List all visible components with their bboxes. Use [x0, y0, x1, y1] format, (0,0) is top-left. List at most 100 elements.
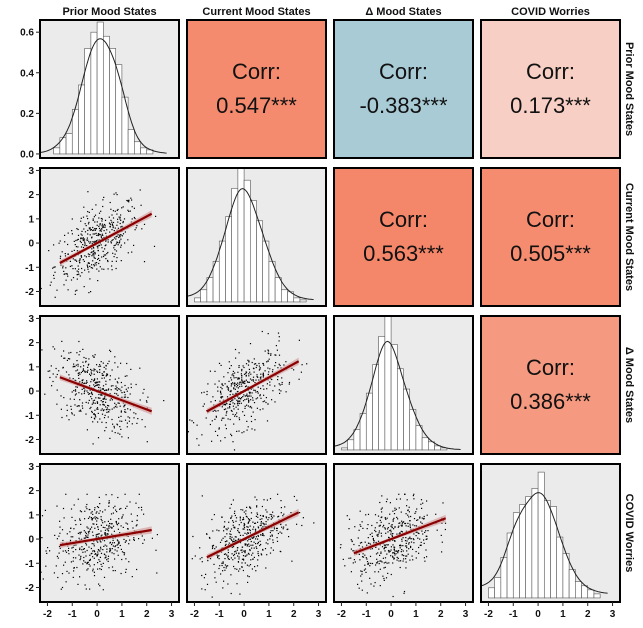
scatter-point: [91, 518, 93, 520]
scatter-point: [120, 390, 122, 392]
scatter-point: [128, 201, 130, 203]
scatter-point: [380, 551, 382, 553]
scatter-point: [128, 561, 130, 563]
scatter-point: [101, 268, 103, 270]
scatter-point: [93, 413, 95, 415]
scatter-point: [376, 562, 378, 564]
scatter-point: [263, 394, 265, 396]
scatter-point: [88, 221, 90, 223]
scatter-point: [245, 515, 247, 517]
scatter-point: [124, 242, 126, 244]
scatter-point: [97, 386, 100, 388]
x-tick-label: -2: [484, 609, 493, 620]
scatter-point: [82, 259, 84, 261]
scatter-point: [216, 529, 218, 531]
scatter-point: [230, 379, 233, 381]
scatter-point: [88, 255, 90, 257]
scatter-point: [109, 399, 111, 401]
scatter-point: [94, 369, 96, 371]
scatter-point: [247, 518, 250, 520]
scatter-point: [128, 420, 130, 422]
scatter-point: [102, 589, 104, 591]
scatter-point: [90, 396, 92, 398]
scatter-point: [250, 399, 252, 401]
scatter-point: [220, 397, 222, 399]
histogram-bar: [299, 299, 307, 303]
scatter-point: [72, 258, 74, 260]
scatter-point: [223, 580, 225, 582]
scatter-point: [102, 362, 104, 364]
scatter-point: [377, 552, 379, 554]
scatter-point: [385, 532, 387, 534]
y-tick-label: 1: [28, 510, 34, 521]
scatter-point: [50, 281, 52, 283]
scatter-point: [81, 546, 83, 548]
scatter-point: [238, 570, 240, 572]
scatter-point: [211, 420, 213, 422]
scatter-point: [85, 413, 87, 415]
scatter-point: [74, 293, 76, 295]
scatter-point: [102, 410, 104, 412]
scatter-point: [52, 346, 54, 348]
scatter-point: [269, 381, 271, 383]
panel-r3-c3: [333, 315, 474, 455]
scatter-point: [111, 221, 113, 223]
scatter-point: [211, 518, 213, 521]
scatter-point: [245, 385, 247, 387]
scatter-point: [60, 408, 62, 410]
scatter-point: [404, 540, 407, 542]
scatter-point: [291, 560, 293, 562]
scatter-point: [220, 393, 222, 395]
scatter-point: [91, 264, 93, 266]
scatter-point: [92, 570, 94, 572]
scatter-point: [78, 554, 80, 556]
corr-value: 0.505***: [510, 241, 591, 266]
scatter-point: [89, 565, 91, 567]
scatter-point: [247, 364, 250, 366]
scatter-point: [409, 526, 411, 529]
scatter-point: [119, 218, 121, 220]
histogram-bar: [421, 437, 429, 451]
scatter-point: [100, 546, 102, 548]
scatter-point: [99, 266, 101, 268]
scatter-point: [379, 554, 381, 556]
scatter-point: [109, 541, 111, 543]
scatter-point: [64, 255, 67, 257]
scatter-point: [227, 565, 229, 567]
scatter-point: [257, 392, 259, 394]
scatter-point: [194, 555, 196, 557]
scatter-point: [145, 400, 148, 402]
scatter-point: [201, 561, 203, 563]
panel-border: [39, 19, 180, 159]
scatter-point: [240, 402, 242, 404]
scatter-point: [121, 551, 124, 553]
scatter-point: [383, 562, 385, 564]
scatter-point: [68, 352, 70, 354]
scatter-point: [96, 506, 99, 508]
scatter-point: [121, 235, 123, 237]
scatter-point: [91, 267, 94, 269]
scatter-point: [90, 416, 93, 418]
scatter-point: [348, 518, 351, 520]
scatter-point: [288, 381, 291, 384]
scatter-point: [92, 254, 94, 256]
scatter-point: [278, 354, 281, 356]
scatter-point: [247, 381, 249, 383]
scatter-point: [238, 556, 240, 558]
scatter-point: [86, 561, 88, 564]
scatter-point: [373, 542, 375, 544]
scatter-point: [130, 197, 132, 199]
scatter-point: [350, 548, 352, 550]
corr-label: Corr:: [526, 207, 575, 232]
scatter-point: [120, 234, 122, 236]
scatter-point: [277, 367, 279, 369]
scatter-point: [217, 386, 219, 388]
scatter-point: [212, 546, 214, 548]
scatter-point: [94, 354, 96, 356]
scatter-point: [265, 397, 267, 399]
scatter-point: [416, 519, 418, 521]
scatter-point: [120, 410, 122, 412]
scatter-point: [134, 229, 136, 231]
scatter-point: [233, 554, 235, 557]
scatter-point: [226, 386, 228, 388]
